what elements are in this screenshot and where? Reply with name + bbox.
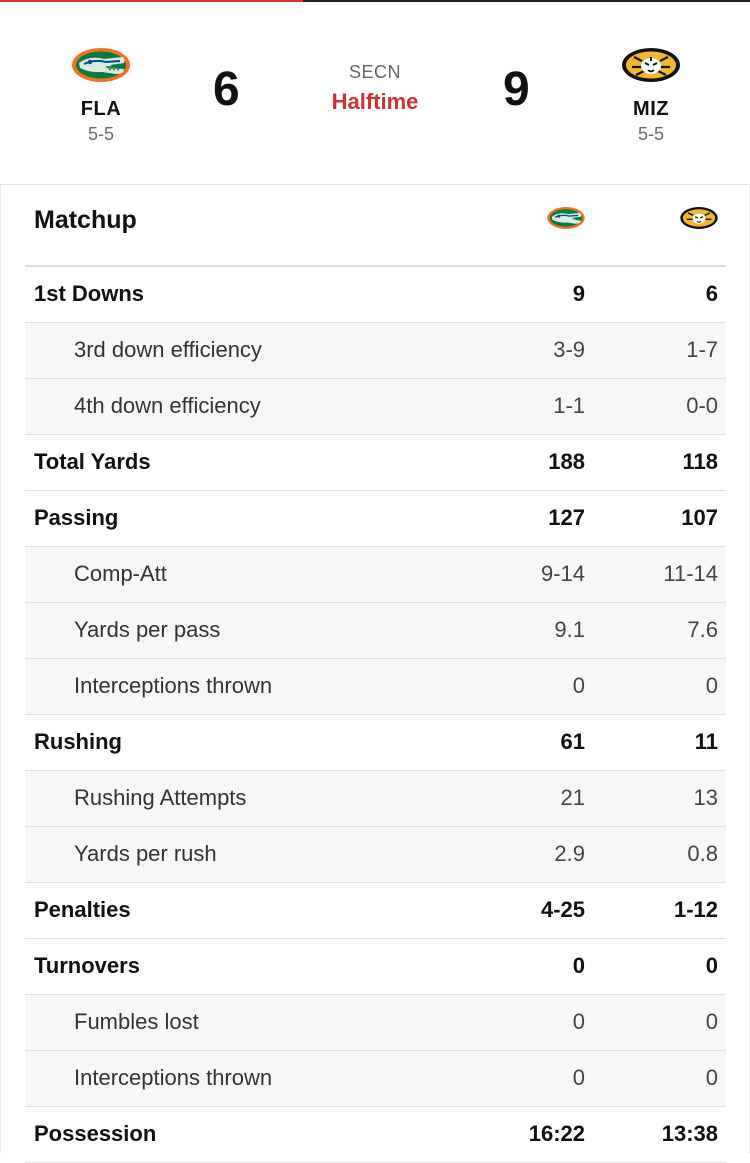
- away-team[interactable]: FLA 5-5: [41, 40, 161, 145]
- home-stat-value: 118: [682, 449, 719, 474]
- home-stat-value: 1-12: [673, 897, 718, 922]
- away-stat-value: 3-9: [553, 337, 585, 362]
- stat-label: Interceptions thrown: [74, 673, 273, 698]
- away-team-record: 5-5: [87, 124, 114, 144]
- away-stat-value: 127: [548, 505, 585, 530]
- matchup-title: Matchup: [34, 206, 137, 234]
- stat-row: Rushing 61 11: [25, 715, 726, 771]
- stat-row: Possession 16:22 13:38: [25, 1107, 726, 1163]
- stat-label: Comp-Att: [74, 561, 167, 586]
- away-team-abbr: FLA: [80, 98, 122, 120]
- stat-row: Turnovers 0 0: [25, 939, 726, 995]
- gator-logo-icon: [41, 40, 161, 90]
- away-stat-value: 9-14: [540, 561, 585, 586]
- home-stat-value: 6: [705, 281, 718, 306]
- home-stat-value: 1-7: [686, 337, 718, 362]
- away-stat-value: 0: [572, 1009, 585, 1034]
- stat-label: Total Yards: [34, 449, 151, 474]
- stat-label: 1st Downs: [34, 281, 145, 306]
- stat-row: 4th down efficiency 1-1 0-0: [25, 379, 726, 435]
- home-stat-value: 13: [693, 785, 718, 810]
- away-stat-value: 61: [560, 729, 585, 754]
- home-stat-value: 7.6: [687, 617, 718, 642]
- scoreboard-header: FLA 5-5 6 SECN Halftime 9 MIZ 5-5: [0, 2, 750, 184]
- stat-label: Turnovers: [34, 953, 140, 978]
- away-stat-value: 4-25: [540, 897, 585, 922]
- home-stat-value: 0: [705, 1065, 718, 1090]
- away-stat-value: 16:22: [528, 1121, 585, 1146]
- away-stat-value: 9.1: [554, 617, 585, 642]
- home-team-abbr: MIZ: [633, 98, 669, 120]
- home-stat-value: 107: [681, 505, 718, 530]
- stat-row: Passing 127 107: [25, 491, 726, 547]
- stats-table: 1st Downs 9 6 3rd down efficiency 3-9 1-7 4th …: [25, 265, 726, 1163]
- stat-row: Interceptions thrown 0 0: [25, 1051, 726, 1107]
- stat-row: 3rd down efficiency 3-9 1-7: [25, 323, 726, 379]
- away-stat-value: 1-1: [553, 393, 585, 418]
- away-stat-value: 0: [572, 1065, 585, 1090]
- game-status: SECN Halftime: [300, 62, 450, 115]
- home-stat-value: 0: [705, 673, 718, 698]
- away-stat-value: 2.9: [554, 841, 585, 866]
- stat-row: Interceptions thrown 0 0: [25, 659, 726, 715]
- stat-label: Yards per rush: [74, 841, 217, 866]
- stat-label: 3rd down efficiency: [74, 337, 262, 362]
- home-score: 9: [503, 63, 530, 116]
- away-stat-value: 9: [572, 281, 585, 306]
- stat-label: Rushing: [34, 729, 122, 754]
- network-label: SECN: [348, 62, 401, 82]
- top-progress-bar: [0, 0, 750, 2]
- stat-label: 4th down efficiency: [74, 393, 261, 418]
- stat-row: Yards per pass 9.1 7.6: [25, 603, 726, 659]
- stat-row: Penalties 4-25 1-12: [25, 883, 726, 939]
- stat-label: Fumbles lost: [74, 1009, 199, 1034]
- away-stat-value: 0: [572, 673, 585, 698]
- stat-label: Passing: [34, 505, 119, 530]
- tiger-logo-icon: [591, 40, 711, 90]
- stat-row: 1st Downs 9 6: [25, 267, 726, 323]
- home-team-record: 5-5: [637, 124, 664, 144]
- home-stat-value: 0: [705, 953, 718, 978]
- home-team[interactable]: MIZ 5-5: [591, 40, 711, 145]
- status-label: Halftime: [331, 89, 419, 114]
- matchup-card: Matchup 1st Downs 9 6 3rd down efficiency 3-…: [0, 184, 750, 1163]
- tiger-logo-icon: [679, 205, 719, 236]
- home-stat-value: 0-0: [686, 393, 718, 418]
- stat-label: Penalties: [34, 897, 131, 922]
- away-stat-value: 21: [560, 785, 585, 810]
- away-stat-value: 188: [548, 449, 585, 474]
- home-stat-value: 11-14: [663, 561, 718, 586]
- away-score: 6: [213, 63, 240, 116]
- home-stat-value: 0: [705, 1009, 718, 1034]
- matchup-card-header: Matchup: [1, 185, 750, 265]
- stat-row: Comp-Att 9-14 11-14: [25, 547, 726, 603]
- stat-row: Rushing Attempts 21 13: [25, 771, 726, 827]
- home-stat-value: 0.8: [687, 841, 718, 866]
- stat-label: Possession: [34, 1121, 157, 1146]
- stat-row: Total Yards 188 118: [25, 435, 726, 491]
- away-stat-value: 0: [572, 953, 585, 978]
- stat-label: Yards per pass: [74, 617, 221, 642]
- top-progress-fill: [0, 0, 303, 2]
- gator-logo-icon: [546, 205, 586, 236]
- home-stat-value: 13:38: [661, 1121, 718, 1146]
- stat-row: Yards per rush 2.9 0.8: [25, 827, 726, 883]
- home-stat-value: 11: [694, 729, 718, 754]
- stat-row: Fumbles lost 0 0: [25, 995, 726, 1051]
- stat-label: Interceptions thrown: [74, 1065, 273, 1090]
- stat-label: Rushing Attempts: [74, 785, 247, 810]
